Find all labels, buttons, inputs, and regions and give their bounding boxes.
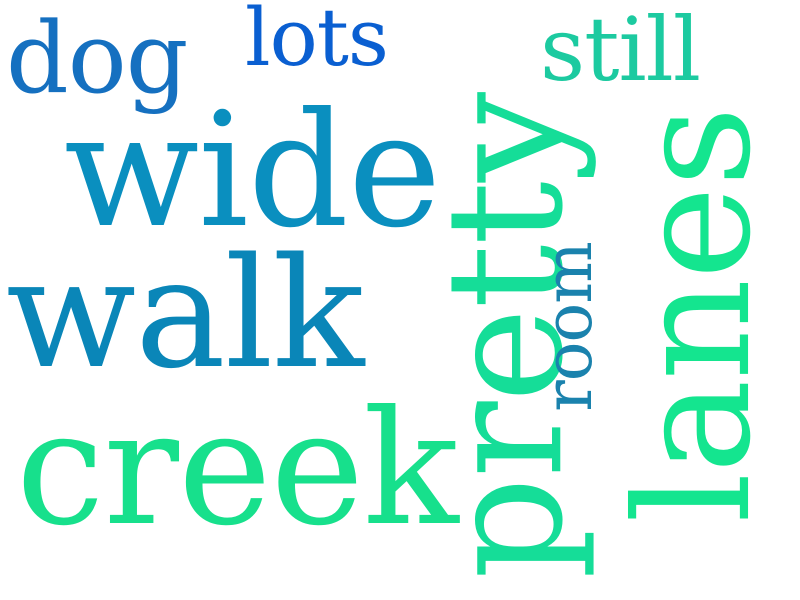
word-lanes: lanes [602, 106, 787, 524]
word-lots: lots [245, 0, 389, 84]
word-walk: walk [6, 225, 364, 402]
word-still: still [540, 0, 701, 101]
word-wide: wide [64, 79, 441, 263]
word-dog: dog [6, 2, 188, 116]
word-room: room [529, 242, 607, 412]
word-creek: creek [16, 377, 459, 561]
